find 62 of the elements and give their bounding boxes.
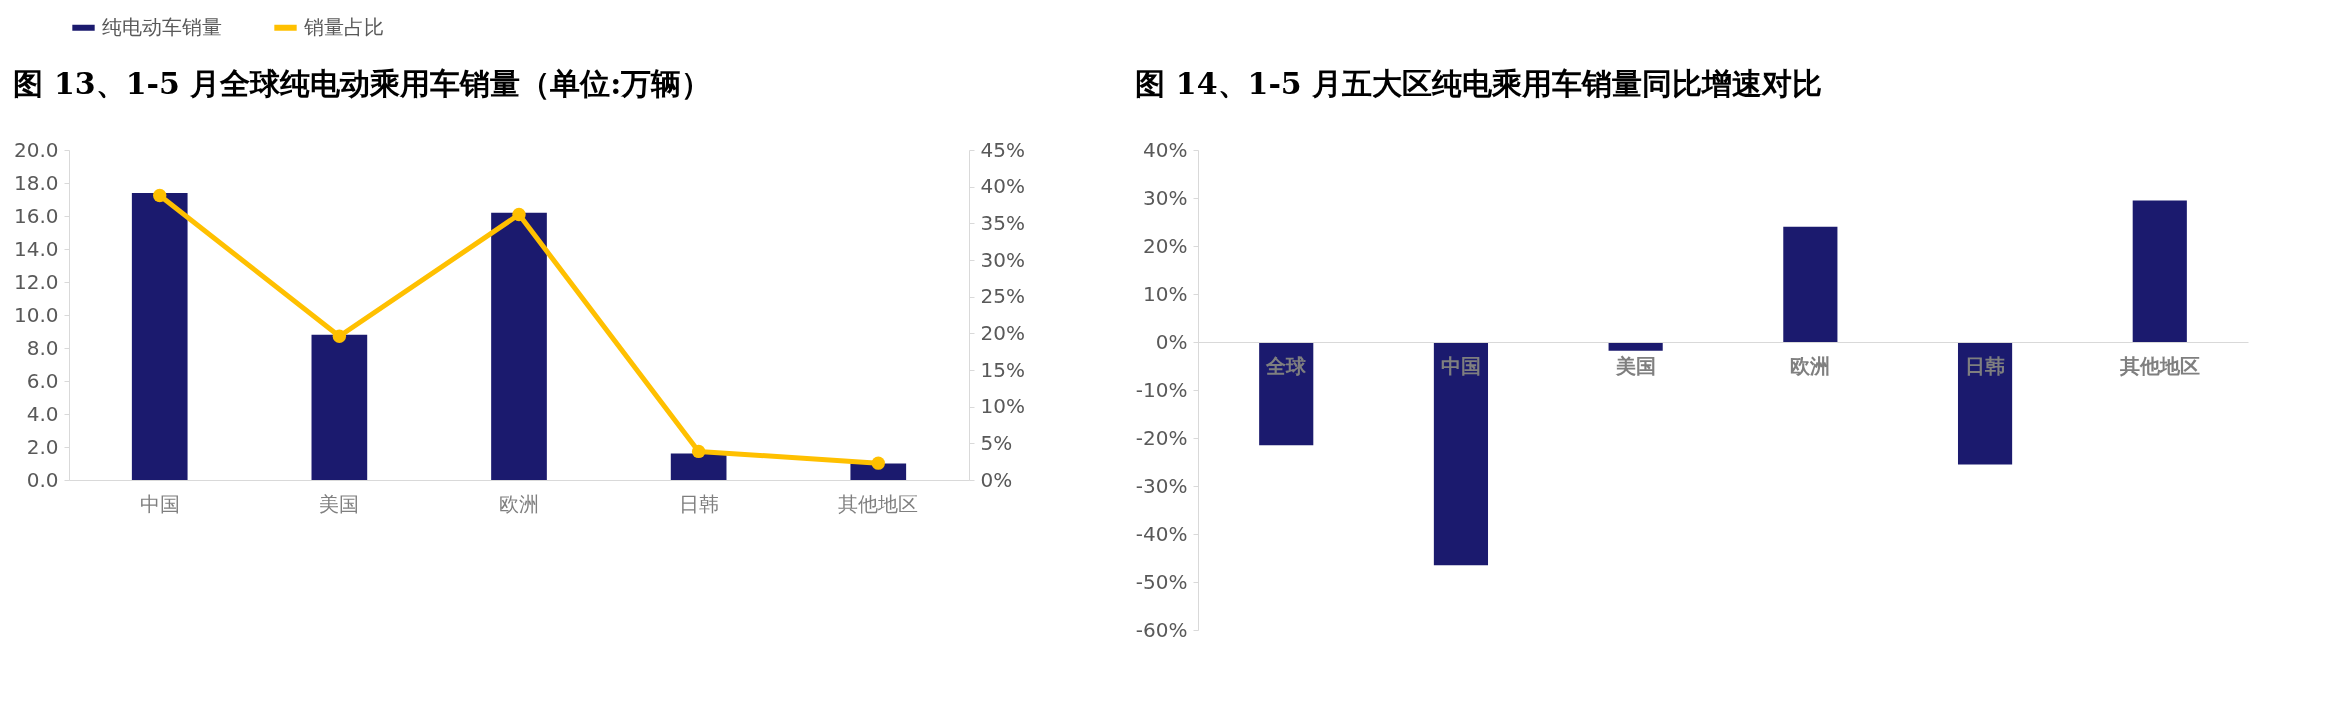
y2-tick-label: 30% [980, 247, 1025, 272]
x-tick-label: 日韩 [678, 491, 719, 516]
legend-label: 销量占比 [303, 14, 384, 39]
y2-tick-label: 25% [980, 284, 1025, 309]
y-tick-label: 10.0 [13, 302, 59, 327]
bar [1957, 342, 2013, 465]
y-tick-label: 30% [1143, 185, 1188, 210]
chart-title: 图 14、1-5 月五大区纯电乘用车销量同比增速对比 [1135, 66, 1823, 101]
y-tick-label: -50% [1135, 569, 1188, 594]
y-tick-label: 16.0 [13, 203, 59, 228]
bar [1783, 226, 1838, 342]
y2-tick-label: 5% [980, 430, 1013, 455]
y-tick-label: -20% [1135, 425, 1188, 450]
x-tick-label: 欧洲 [1790, 353, 1831, 378]
y2-tick-label: 35% [980, 210, 1025, 235]
bar [2132, 200, 2187, 342]
y-tick-label: 12.0 [13, 269, 59, 294]
bar [311, 334, 368, 480]
point [512, 207, 526, 222]
point [153, 188, 167, 203]
bar [1608, 342, 1663, 351]
y-tick-label: 14.0 [13, 236, 59, 261]
x-tick-label: 其他地区 [838, 491, 919, 516]
y-tick-label: -40% [1135, 521, 1188, 546]
y2-tick-label: 0% [980, 467, 1013, 492]
point [691, 444, 706, 459]
y2-tick-label: 40% [980, 174, 1025, 199]
legend-label: 纯电动车销量 [102, 14, 222, 39]
bar [1433, 342, 1489, 566]
bar [131, 192, 188, 480]
y-tick-label: 0.0 [26, 467, 59, 492]
y-tick-label: -60% [1135, 617, 1188, 642]
x-tick-label: 其他地区 [2118, 353, 2200, 378]
y-tick-label: 18.0 [13, 170, 59, 195]
y2-tick-label: 15% [980, 357, 1025, 382]
bar [1259, 342, 1314, 446]
y2-tick-label: 20% [980, 320, 1025, 345]
y-tick-label: -30% [1135, 473, 1188, 498]
bar [670, 453, 727, 480]
x-tick-label: 中国 [1440, 353, 1481, 378]
y-tick-label: 4.0 [26, 401, 59, 426]
x-tick-label: 日韩 [1965, 353, 2006, 378]
y-tick-label: 2.0 [26, 434, 59, 459]
y-tick-label: 20.0 [13, 137, 59, 162]
y-tick-label: 0% [1155, 329, 1188, 354]
y-tick-label: 40% [1143, 137, 1188, 162]
y2-tick-label: 10% [980, 394, 1025, 419]
y-tick-label: -10% [1135, 377, 1188, 402]
y-tick-label: 6.0 [26, 368, 59, 393]
y-tick-label: 8.0 [26, 335, 59, 360]
x-tick-label: 中国 [139, 491, 180, 516]
y-tick-label: 10% [1143, 281, 1188, 306]
x-tick-label: 美国 [1614, 353, 1656, 378]
x-tick-label: 欧洲 [499, 491, 539, 516]
y2-tick-label: 45% [980, 137, 1025, 162]
bar [491, 212, 547, 480]
chart-title: 图 13、1-5 月全球纯电动乘用车销量（单位:万辆） [13, 66, 712, 101]
x-tick-label: 美国 [319, 491, 360, 516]
point [332, 329, 347, 343]
point [871, 456, 885, 470]
y-tick-label: 20% [1143, 233, 1188, 258]
x-tick-label: 全球 [1265, 353, 1308, 378]
